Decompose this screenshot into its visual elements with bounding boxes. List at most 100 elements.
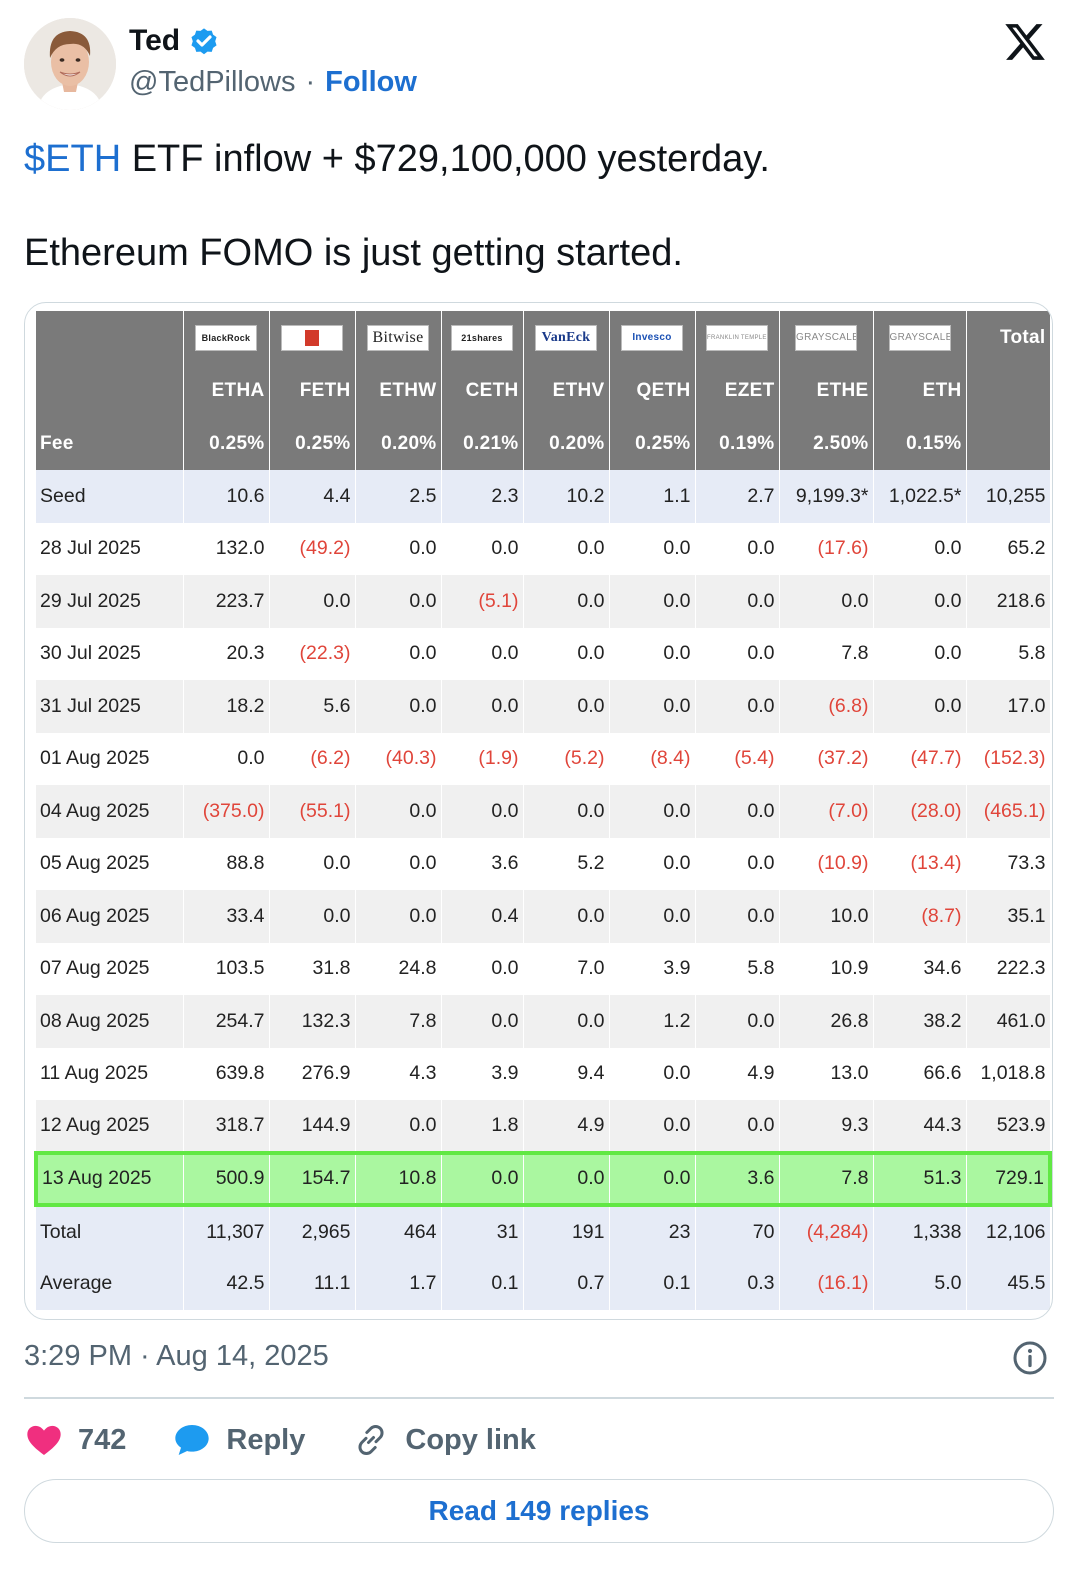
tweet-timestamp[interactable]: 3:29 PM · Aug 14, 2025 — [24, 1340, 329, 1372]
etf-table-body: Seed 10.6 4.4 2.5 2.3 10.2 1.1 2.7 9,199.3* 1,022… — [34, 470, 1052, 1310]
table-cell: 0.0 — [355, 680, 442, 733]
logo-cell: FRANKLIN TEMPLETON — [695, 311, 780, 365]
row-total-cell: 5.8 — [966, 627, 1051, 680]
table-row: Total 11,307 2,965 464 31 191 23 70 (4,284) 1,338… — [36, 1205, 1051, 1258]
author-handle[interactable]: @TedPillows — [129, 66, 296, 98]
table-cell: 0.0 — [441, 1150, 524, 1207]
bitwise-logo: Bitwise — [367, 325, 429, 351]
row-label: 11 Aug 2025 — [36, 1047, 184, 1100]
table-cell: 3.6 — [695, 1150, 780, 1207]
info-icon[interactable] — [1012, 1340, 1048, 1376]
cashtag-link[interactable]: $ETH — [24, 138, 122, 180]
table-cell: 132.3 — [269, 995, 356, 1048]
table-cell: 0.0 — [355, 627, 442, 680]
fee-cell: 0.20% — [523, 417, 610, 470]
read-replies-button[interactable]: Read 149 replies — [24, 1479, 1054, 1543]
table-cell: 276.9 — [269, 1047, 356, 1100]
table-cell: 23 — [609, 1205, 696, 1258]
table-cell: 3.9 — [441, 1047, 524, 1100]
table-cell: 66.6 — [873, 1047, 967, 1100]
table-cell: 0.0 — [269, 837, 356, 890]
invesco-logo: Invesco — [621, 325, 683, 351]
row-label: Total — [36, 1205, 184, 1258]
row-label: 04 Aug 2025 — [36, 785, 184, 838]
table-cell: 10.0 — [779, 890, 874, 943]
table-cell: 144.9 — [269, 1100, 356, 1153]
logo-cell: Bitwise — [355, 311, 442, 365]
table-row: 06 Aug 2025 33.4 0.0 0.0 0.4 0.0 0.0 0.0 10.0 (8.… — [36, 890, 1051, 943]
fee-cell: 0.25% — [269, 417, 356, 470]
fee-cell: 2.50% — [779, 417, 874, 470]
ticker-cell: ETHE — [779, 365, 874, 418]
link-icon — [358, 1424, 384, 1456]
table-cell: 4.4 — [269, 470, 356, 523]
table-cell: 0.0 — [609, 627, 696, 680]
tweet-media-image[interactable]: BlackRock Bitwise 21shares VanEck Invesc… — [24, 302, 1053, 1320]
like-button[interactable]: 742 — [24, 1420, 126, 1460]
row-total-cell: 45.5 — [966, 1257, 1051, 1310]
table-cell: 1.7 — [355, 1257, 442, 1310]
verified-badge-icon — [191, 28, 217, 55]
copy-link-button[interactable]: Copy link — [351, 1420, 536, 1460]
row-total-cell: 35.1 — [966, 890, 1051, 943]
table-cell: (5.1) — [441, 575, 524, 628]
table-cell: 0.0 — [695, 522, 780, 575]
ticker-total-blank — [966, 365, 1051, 418]
table-cell: (6.8) — [779, 680, 874, 733]
handle-separator: · — [305, 66, 316, 98]
table-cell: 5.8 — [695, 942, 780, 995]
logo-cell: GRAYSCALE — [873, 311, 967, 365]
table-cell: 0.0 — [355, 785, 442, 838]
row-label: 07 Aug 2025 — [36, 942, 184, 995]
table-cell: 0.0 — [873, 680, 967, 733]
table-row: 04 Aug 2025 (375.0) (55.1) 0.0 0.0 0.0 0.0 0.0(… — [36, 785, 1051, 838]
table-row: 31 Jul 2025 18.2 5.6 0.0 0.0 0.0 0.0 0.0 (6.8) 0.… — [36, 680, 1051, 733]
row-label: Seed — [36, 470, 184, 523]
grayscale-mini-logo: GRAYSCALE — [888, 325, 951, 351]
reply-button[interactable]: Reply — [172, 1420, 305, 1460]
row-label: 06 Aug 2025 — [36, 890, 184, 943]
row-label: 30 Jul 2025 — [36, 627, 184, 680]
table-cell: 0.0 — [609, 837, 696, 890]
tweet-text: $ETH ETF inflow + $729,100,000 yesterday… — [24, 135, 1054, 277]
table-cell: 1.8 — [441, 1100, 524, 1153]
table-cell: 1,338 — [873, 1205, 967, 1258]
table-cell: 0.1 — [609, 1257, 696, 1310]
table-cell: 0.0 — [873, 522, 967, 575]
table-cell: 0.7 — [523, 1257, 610, 1310]
logo-cell — [269, 311, 356, 365]
table-cell: 0.0 — [609, 1100, 696, 1153]
table-cell: 0.0 — [695, 575, 780, 628]
table-row: 12 Aug 2025 318.7 144.9 0.0 1.8 4.9 0.0 0.0 9.3 4… — [36, 1100, 1051, 1153]
tweet-line-2: Ethereum FOMO is just getting started. — [24, 232, 683, 274]
table-cell: 464 — [355, 1205, 442, 1258]
table-cell: 13.0 — [779, 1047, 874, 1100]
x-logo-icon[interactable] — [1002, 20, 1048, 64]
logo-cell: BlackRock — [183, 311, 270, 365]
table-cell: 9.3 — [779, 1100, 874, 1153]
table-cell: (16.1) — [779, 1257, 874, 1310]
row-label: 12 Aug 2025 — [36, 1100, 184, 1153]
table-cell: (8.4) — [609, 732, 696, 785]
row-label: 01 Aug 2025 — [36, 732, 184, 785]
ticker-cell: ETH — [873, 365, 967, 418]
author-name[interactable]: Ted — [129, 24, 181, 57]
table-cell: (1.9) — [441, 732, 524, 785]
row-total-cell: 73.3 — [966, 837, 1051, 890]
table-cell: 0.0 — [441, 995, 524, 1048]
row-label: 13 Aug 2025 — [34, 1150, 184, 1207]
follow-button[interactable]: Follow — [325, 66, 417, 98]
table-cell: 2,965 — [269, 1205, 356, 1258]
table-row: 05 Aug 2025 88.8 0.0 0.0 3.6 5.2 0.0 0.0 (10.9)(… — [36, 837, 1051, 890]
table-row: 28 Jul 2025 132.0 (49.2) 0.0 0.0 0.0 0.0 0.0 (17… — [36, 522, 1051, 575]
issuer-logo-row: BlackRock Bitwise 21shares VanEck Invesc… — [36, 311, 1051, 365]
table-row: 30 Jul 2025 20.3 (22.3) 0.0 0.0 0.0 0.0 0.0 7.8 0… — [36, 627, 1051, 680]
avatar-image — [24, 18, 116, 110]
row-label: 29 Jul 2025 — [36, 575, 184, 628]
franklin-templeton-logo: FRANKLIN TEMPLETON — [706, 325, 768, 351]
avatar[interactable] — [24, 18, 116, 110]
author-name-row: Ted — [129, 24, 220, 58]
table-cell: (7.0) — [779, 785, 874, 838]
table-cell: 7.8 — [355, 995, 442, 1048]
table-cell: 2.7 — [695, 470, 780, 523]
